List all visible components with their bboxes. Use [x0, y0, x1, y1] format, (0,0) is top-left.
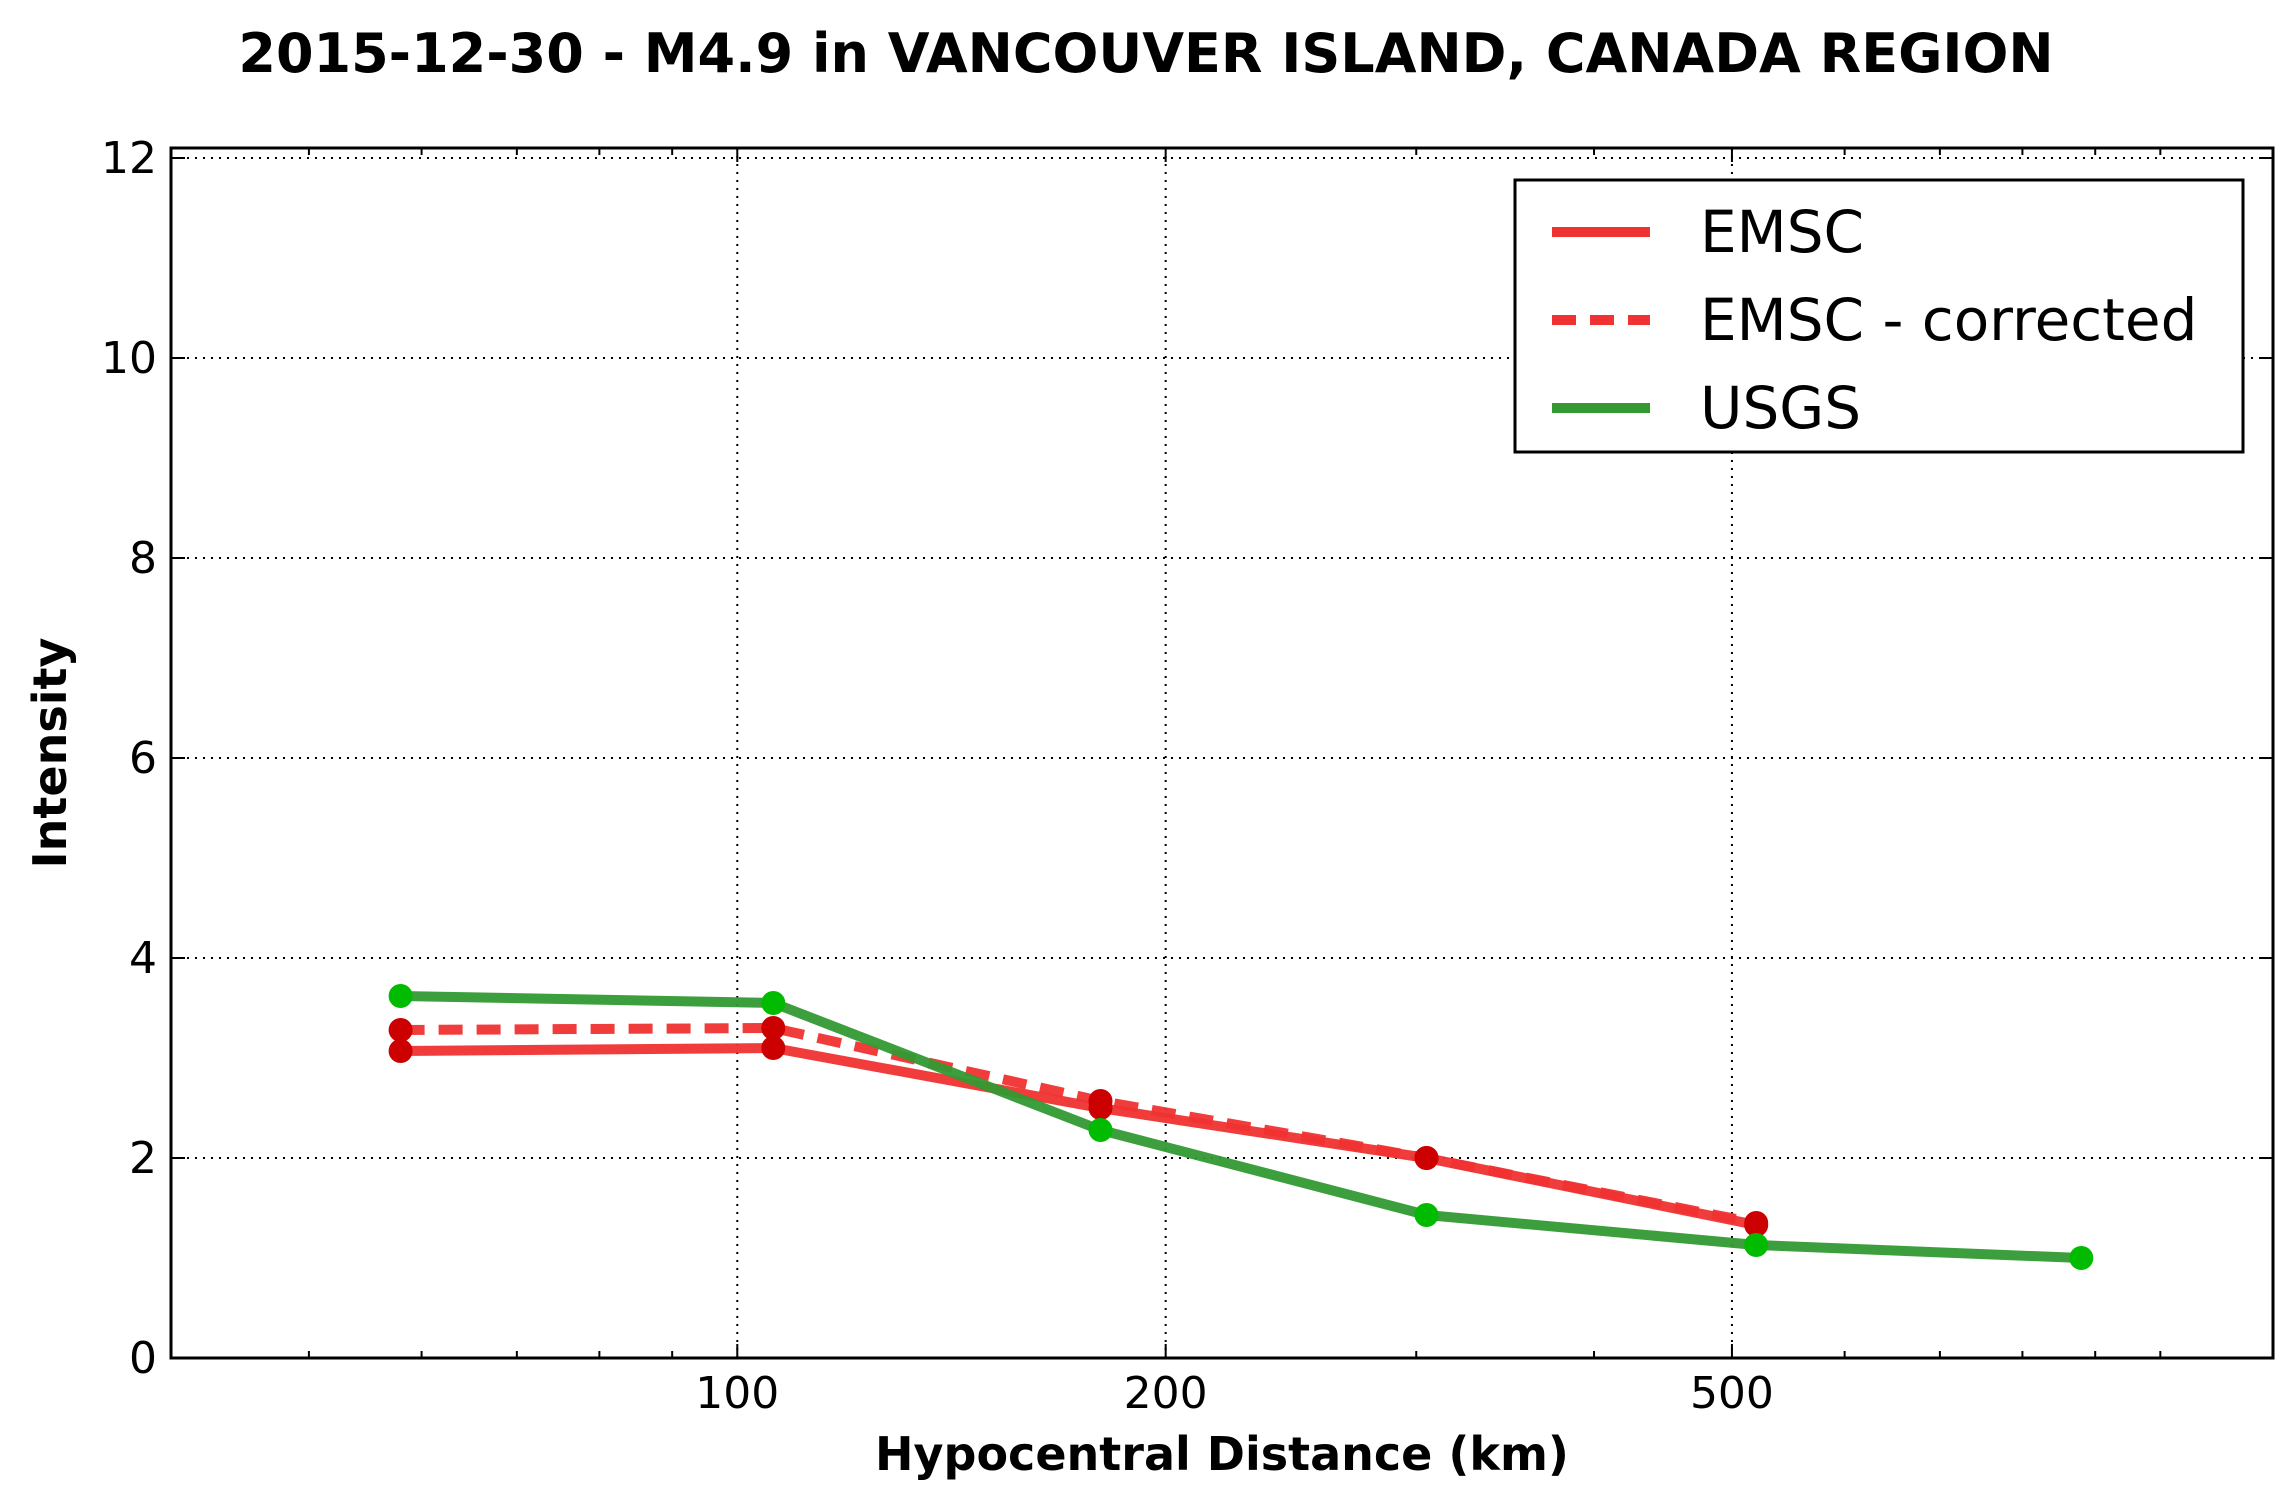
data-point	[1744, 1211, 1769, 1235]
y-tick-label: 10	[101, 333, 157, 384]
legend-label: EMSC - corrected	[1700, 286, 2197, 354]
series-line	[400, 991, 2082, 1263]
chart-title: 2015-12-30 - M4.9 in VANCOUVER ISLAND, C…	[238, 22, 2053, 85]
y-tick-label: 0	[129, 1333, 157, 1384]
data-point	[1088, 1118, 1113, 1142]
y-tick-label: 12	[101, 133, 157, 184]
y-tick-label: 2	[129, 1133, 157, 1184]
legend-label: EMSC	[1700, 198, 1864, 266]
x-tick-label: 200	[1124, 1368, 1208, 1419]
x-axis-title: Hypocentral Distance (km)	[875, 1427, 1569, 1481]
legend-label: USGS	[1700, 374, 1861, 442]
plot-frame	[169, 146, 2275, 1360]
data-point	[761, 1036, 786, 1060]
data-point	[1744, 1233, 1769, 1257]
x-tick-label: 100	[695, 1368, 779, 1419]
data-point	[388, 1018, 413, 1042]
x-tick-label: 500	[1690, 1368, 1774, 1419]
series-line	[400, 1043, 1758, 1230]
data-point	[761, 1016, 786, 1040]
data-point	[388, 984, 413, 1008]
data-point	[1414, 1203, 1439, 1227]
data-point	[1088, 1089, 1113, 1113]
y-tick-label: 4	[129, 933, 157, 984]
tick-labels: 0 2 4 6 8 10 12 100 200 500	[101, 133, 1774, 1419]
data-point	[1414, 1146, 1439, 1170]
legend-items: EMSC EMSC - corrected USGS	[1552, 198, 2197, 442]
series	[388, 984, 2094, 1270]
data-point	[761, 991, 786, 1015]
data-point	[2069, 1246, 2094, 1270]
legend: EMSC EMSC - corrected USGS	[1513, 178, 2245, 454]
y-tick-label: 6	[129, 733, 157, 784]
data-point	[388, 1039, 413, 1063]
y-tick-label: 8	[129, 533, 157, 584]
y-axis-title: Intensity	[23, 638, 77, 869]
